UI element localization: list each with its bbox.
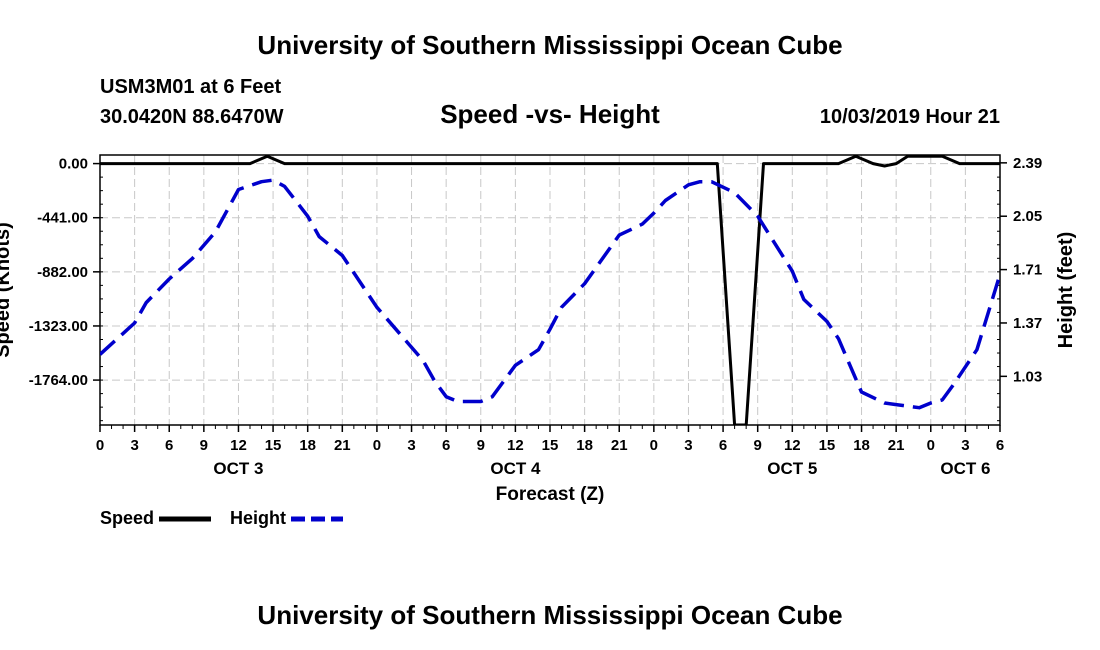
top-title: University of Southern Mississippi Ocean… bbox=[257, 30, 843, 60]
series-line-height bbox=[100, 178, 1000, 410]
x-tick-label: 9 bbox=[200, 437, 208, 454]
legend-height-swatch bbox=[291, 516, 344, 522]
x-tick-label: 0 bbox=[927, 437, 935, 454]
legend-height: Height bbox=[230, 508, 344, 529]
y-left-tick-label: 0.00 bbox=[59, 156, 88, 173]
x-tick-label: 6 bbox=[719, 437, 727, 454]
x-tick-label: 3 bbox=[961, 437, 969, 454]
y-right-tick-label: 1.37 bbox=[1013, 315, 1042, 332]
x-tick-label: 6 bbox=[442, 437, 450, 454]
y-left-tick-label: -882.00 bbox=[37, 264, 88, 281]
x-tick-label: 0 bbox=[650, 437, 658, 454]
x-tick-label: 21 bbox=[334, 437, 351, 454]
x-tick-label: 21 bbox=[888, 437, 905, 454]
bottom-title: University of Southern Mississippi Ocean… bbox=[257, 600, 843, 630]
chart-title: Speed -vs- Height bbox=[440, 99, 660, 129]
x-tick-label: 18 bbox=[299, 437, 316, 454]
x-tick-label: 12 bbox=[230, 437, 247, 454]
y-right-tick-label: 2.39 bbox=[1013, 155, 1042, 172]
datetime-label: 10/03/2019 Hour 21 bbox=[819, 106, 1000, 128]
x-tick-label: 6 bbox=[165, 437, 173, 454]
x-tick-label: 12 bbox=[507, 437, 524, 454]
legend-speed-swatch bbox=[159, 516, 212, 522]
y-right-tick-label: 1.71 bbox=[1013, 262, 1042, 279]
y-left-axis-label: Speed (Knots) bbox=[0, 222, 14, 358]
x-tick-label: 0 bbox=[373, 437, 381, 454]
x-tick-label: 15 bbox=[819, 437, 836, 454]
legend-speed-label: Speed bbox=[100, 508, 155, 528]
series-line-speed bbox=[100, 154, 1000, 425]
date-label: OCT 3 bbox=[213, 459, 263, 478]
x-tick-label: 18 bbox=[853, 437, 870, 454]
y-left-tick-label: -1323.00 bbox=[29, 318, 88, 335]
y-right-tick-label: 1.03 bbox=[1013, 368, 1042, 385]
x-tick-label: 3 bbox=[130, 437, 138, 454]
legend-speed: Speed bbox=[100, 508, 212, 529]
date-label: OCT 4 bbox=[490, 459, 541, 478]
date-label: OCT 6 bbox=[940, 459, 990, 478]
x-tick-label: 15 bbox=[265, 437, 282, 454]
y-left-tick-label: -1764.00 bbox=[29, 372, 88, 389]
x-axis-label: Forecast (Z) bbox=[496, 484, 605, 505]
x-tick-label: 18 bbox=[576, 437, 593, 454]
x-tick-label: 15 bbox=[542, 437, 559, 454]
x-tick-label: 9 bbox=[754, 437, 762, 454]
coordinates-label: 30.0420N 88.6470W bbox=[100, 106, 284, 128]
date-label: OCT 5 bbox=[767, 459, 817, 478]
legend-height-label: Height bbox=[230, 508, 286, 528]
x-tick-label: 9 bbox=[477, 437, 485, 454]
y-right-axis-label: Height (feet) bbox=[1055, 232, 1077, 349]
x-tick-label: 21 bbox=[611, 437, 628, 454]
station-label: USM3M01 at 6 Feet bbox=[100, 76, 282, 98]
x-tick-label: 12 bbox=[784, 437, 801, 454]
y-right-tick-label: 2.05 bbox=[1013, 208, 1042, 225]
x-tick-label: 3 bbox=[407, 437, 415, 454]
x-tick-label: 6 bbox=[996, 437, 1004, 454]
y-left-tick-label: -441.00 bbox=[37, 210, 88, 227]
x-tick-label: 3 bbox=[684, 437, 692, 454]
x-tick-label: 0 bbox=[96, 437, 104, 454]
